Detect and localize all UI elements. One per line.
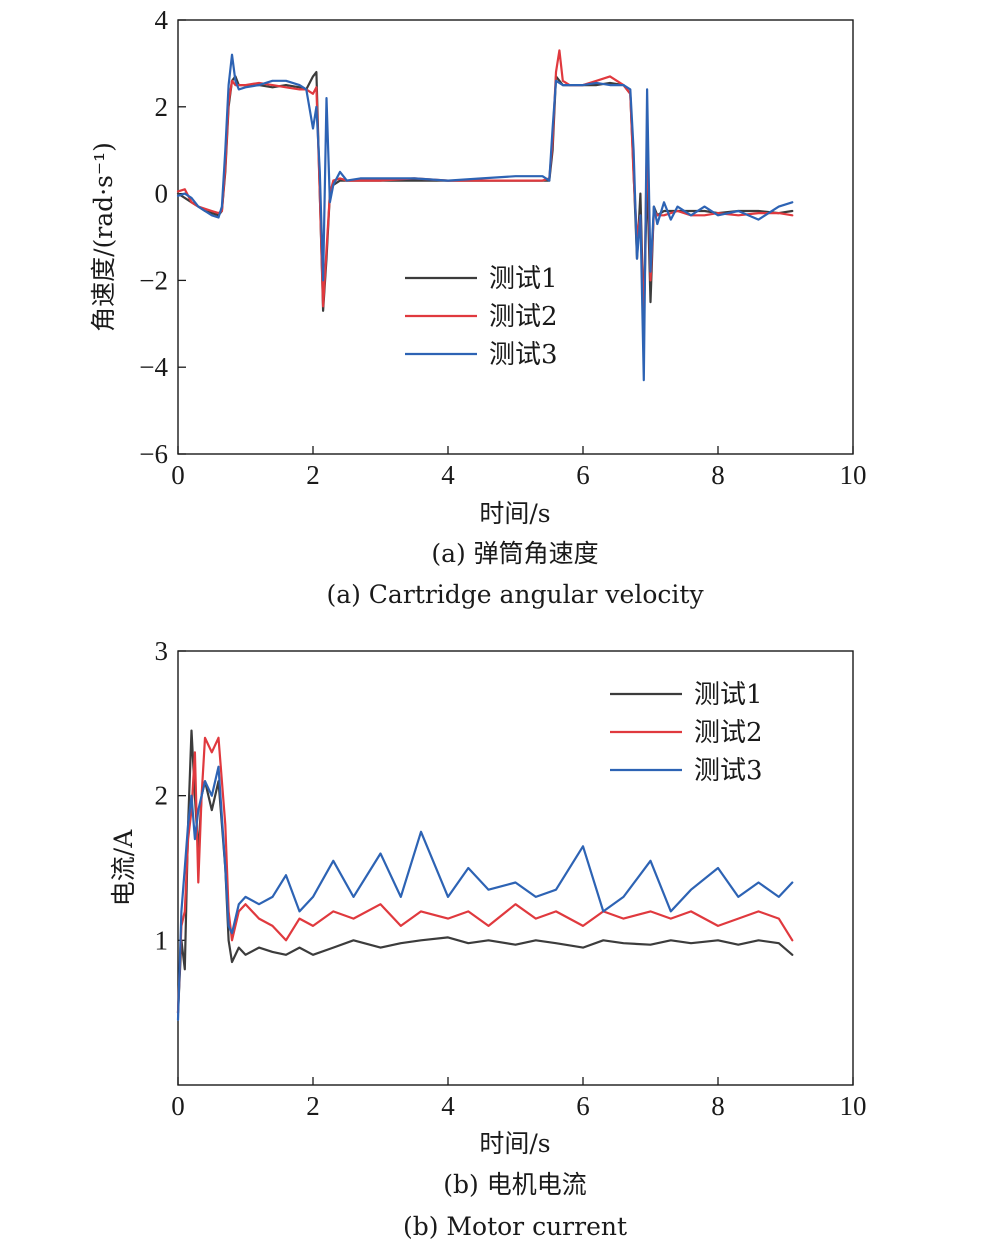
series-line-3 xyxy=(176,765,794,1021)
legend-label-3: 测试3 xyxy=(694,756,763,786)
xlabel-a: 时间/s xyxy=(479,499,550,528)
x-tick-label: 10 xyxy=(840,1091,867,1121)
series-line-1 xyxy=(176,71,794,325)
ylabel-b: 电流/A xyxy=(109,829,138,906)
y-tick-label: 0 xyxy=(155,179,169,209)
y-tick-label: 4 xyxy=(155,5,169,35)
y-tick-label: −6 xyxy=(139,439,168,469)
series-lines-b xyxy=(176,729,794,1021)
caption-en-a: (a) Cartridge angular velocity xyxy=(326,580,704,609)
x-tick-label: 6 xyxy=(576,460,590,490)
x-tick-label: 4 xyxy=(441,1091,455,1121)
x-tick-label: 2 xyxy=(306,1091,320,1121)
x-tick-label: 0 xyxy=(171,1091,185,1121)
y-tick-label: 2 xyxy=(155,781,169,811)
xlabel-b: 时间/s xyxy=(479,1129,550,1158)
series-lines-a xyxy=(176,49,794,382)
legend-a: 测试1 测试2 测试3 xyxy=(405,264,558,370)
y-tick-label: 3 xyxy=(155,636,169,666)
y-tick-label: −2 xyxy=(139,265,168,295)
legend-b: 测试1 测试2 测试3 xyxy=(610,680,763,786)
legend-label-1: 测试1 xyxy=(489,264,558,294)
caption-cn-a: (a) 弹筒角速度 xyxy=(431,539,598,568)
series-line-2 xyxy=(176,49,794,330)
legend-label-1: 测试1 xyxy=(694,680,763,710)
caption-en-b: (b) Motor current xyxy=(403,1212,627,1241)
legend-label-2: 测试2 xyxy=(489,302,558,332)
plot-frame-a xyxy=(177,19,854,455)
series-line-3 xyxy=(176,53,794,382)
x-tick-label: 4 xyxy=(441,460,455,490)
x-tick-label: 10 xyxy=(840,460,867,490)
ticks-a: 0 2 4 6 8 10 −6 −4 −2 0 2 4 xyxy=(139,5,866,490)
x-tick-label: 6 xyxy=(576,1091,590,1121)
plot-frame-b xyxy=(177,650,854,1086)
ylabel-a: 角速度/(rad·s⁻¹) xyxy=(89,142,118,332)
x-tick-label: 8 xyxy=(711,460,725,490)
legend-label-2: 测试2 xyxy=(694,718,763,748)
x-tick-label: 0 xyxy=(171,460,185,490)
legend-label-3: 测试3 xyxy=(489,340,558,370)
x-tick-label: 8 xyxy=(711,1091,725,1121)
y-tick-label: 1 xyxy=(155,925,169,955)
chart-angular-velocity: 0 2 4 6 8 10 −6 −4 −2 0 2 4 角速度/(rad·s⁻¹) 时间/s (a) … xyxy=(89,5,867,609)
y-tick-label: 2 xyxy=(155,92,169,122)
y-tick-label: −4 xyxy=(139,352,168,382)
caption-cn-b: (b) 电机电流 xyxy=(443,1170,586,1199)
x-tick-label: 2 xyxy=(306,460,320,490)
